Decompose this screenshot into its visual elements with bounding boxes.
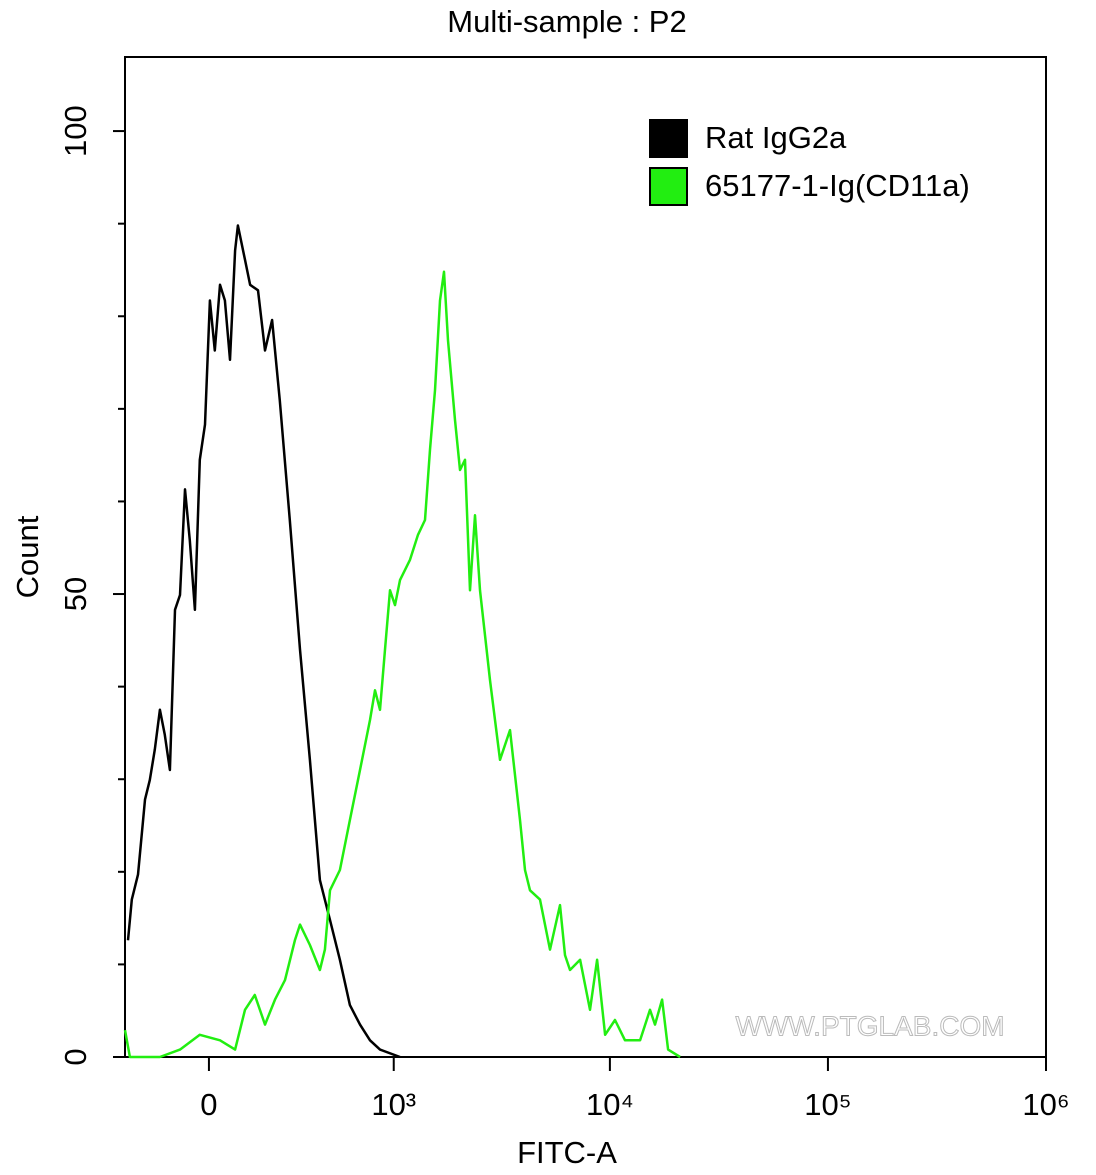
y-axis-label: Count — [10, 515, 45, 598]
chart-title: Multi-sample : P2 — [447, 4, 686, 39]
y-tick-label: 0 — [58, 1048, 93, 1065]
legend-swatch — [649, 119, 688, 158]
legend-swatch — [649, 167, 688, 206]
plot-frame — [124, 56, 1047, 1058]
watermark: WWW.PTGLAB.COM — [735, 1010, 1004, 1041]
histogram-line — [123, 270, 681, 1059]
y-tick-label: 100 — [58, 105, 93, 157]
x-tick-label: 10⁵ — [804, 1087, 851, 1122]
x-tick-label: 10⁶ — [1022, 1087, 1069, 1122]
x-tick-label: 10⁴ — [586, 1087, 634, 1122]
x-tick-label: 10³ — [371, 1087, 416, 1122]
x-axis-label: FITC-A — [517, 1135, 617, 1170]
y-tick-label: 50 — [58, 577, 93, 611]
histogram-line — [126, 224, 401, 1059]
legend-label: Rat IgG2a — [705, 120, 847, 155]
x-tick-label: 0 — [200, 1087, 217, 1122]
legend-label: 65177-1-Ig(CD11a) — [705, 168, 970, 203]
